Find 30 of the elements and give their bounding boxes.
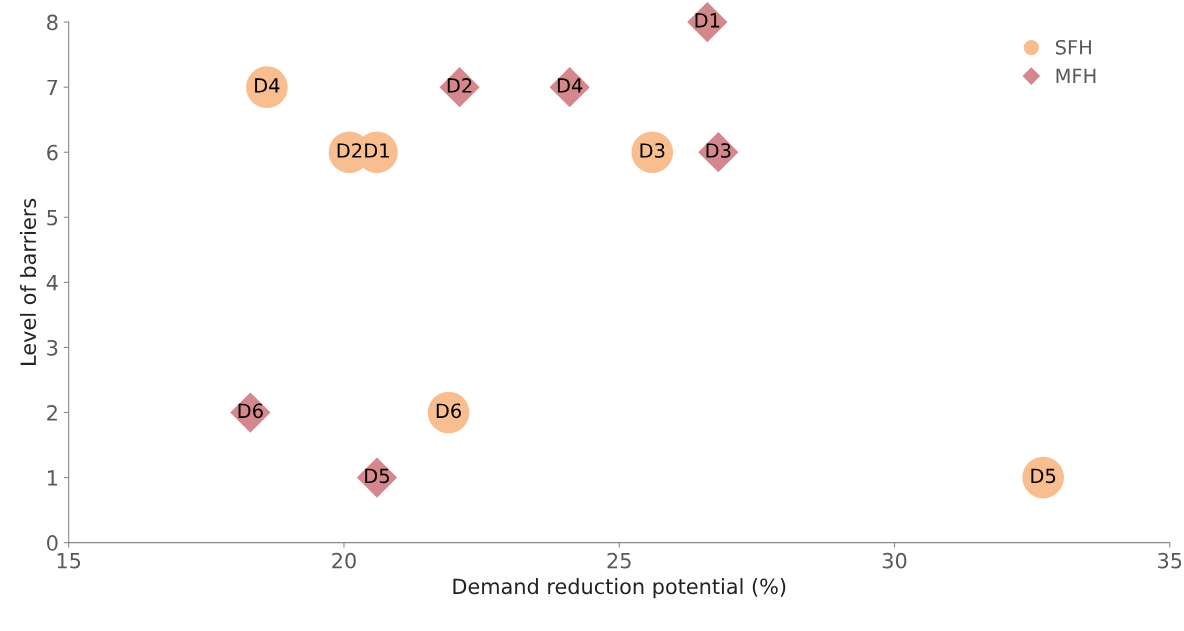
annotation: D4	[557, 78, 583, 93]
annotation: D6	[436, 403, 462, 419]
annotation: D3	[706, 143, 731, 158]
x-tick-label: 20	[332, 552, 356, 569]
y-tick-label: 5	[47, 210, 58, 226]
y-tick-label: 6	[47, 144, 58, 161]
x-axis-title: Demand reduction potential (%)	[453, 578, 786, 599]
y-tick-label: 0	[47, 535, 58, 551]
legend-label: SFH	[1055, 39, 1091, 55]
annotation: D1	[365, 143, 389, 158]
annotation: D2	[337, 143, 362, 158]
legend-label: MFH	[1056, 68, 1096, 83]
annotation: D5	[365, 468, 389, 484]
annotation: D6	[238, 403, 263, 419]
y-tick-label: 1	[47, 470, 58, 486]
x-tick-label: 15	[57, 553, 81, 569]
x-tick-label: 25	[607, 552, 631, 569]
x-tick-label: 35	[1158, 552, 1182, 569]
annotation: D2	[447, 78, 472, 93]
annotation: D1	[695, 13, 720, 28]
y-tick-label: 4	[46, 275, 58, 291]
y-tick-label: 8	[47, 14, 58, 31]
y-tick-label: 2	[47, 404, 57, 421]
annotation: D5	[1031, 468, 1056, 484]
annotation: D3	[640, 143, 665, 158]
y-tick-label: 7	[47, 79, 58, 96]
x-tick-label: 30	[882, 552, 907, 569]
annotation: D4	[255, 78, 280, 93]
y-axis-title: Level of barriers	[19, 198, 37, 365]
y-tick-label: 3	[47, 339, 58, 356]
